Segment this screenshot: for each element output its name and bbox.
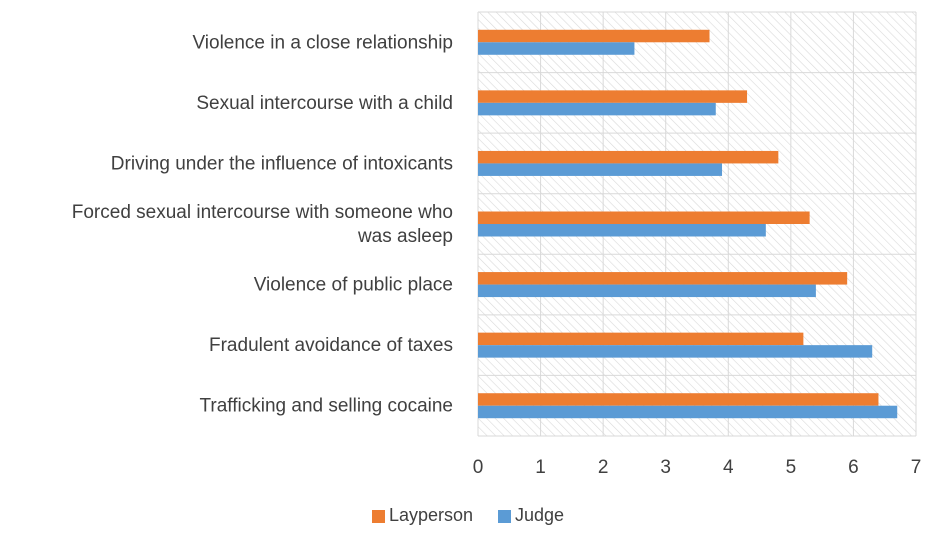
bar-layperson (478, 29, 710, 43)
bar-judge (478, 102, 716, 116)
legend-swatch-layperson (372, 510, 385, 523)
category-label: Violence in a close relationship (192, 32, 453, 53)
x-tick-label: 6 (848, 457, 859, 478)
x-tick-label: 3 (660, 457, 671, 478)
x-tick-label: 5 (786, 457, 797, 478)
x-tick-label: 0 (473, 457, 484, 478)
bar-layperson (478, 272, 848, 285)
category-label: Fradulent avoidance of taxes (209, 335, 453, 356)
bar-layperson (478, 211, 810, 224)
bar-layperson (478, 90, 748, 103)
bar-judge (478, 163, 723, 176)
legend-label-judge: Judge (515, 505, 564, 525)
legend-swatch-judge (498, 510, 511, 523)
bar-layperson (478, 332, 804, 346)
x-tick-label: 1 (535, 457, 546, 478)
bar-judge (478, 284, 816, 298)
bar-judge (478, 345, 873, 358)
legend-label-layperson: Layperson (389, 505, 473, 525)
category-label: was asleep (357, 226, 453, 247)
bar-layperson (478, 150, 779, 164)
x-tick-label: 7 (911, 457, 922, 478)
bar-judge (478, 42, 635, 55)
category-label: Driving under the influence of intoxican… (111, 153, 453, 174)
category-label: Violence of public place (254, 275, 453, 296)
bar-layperson (478, 393, 879, 406)
x-tick-label: 2 (598, 457, 609, 478)
bar-judge (478, 224, 766, 237)
category-label: Forced sexual intercourse with someone w… (72, 202, 453, 223)
bar-judge (478, 405, 898, 419)
x-tick-label: 4 (723, 457, 734, 478)
category-label: Trafficking and selling cocaine (200, 396, 453, 417)
category-label: Sexual intercourse with a child (196, 93, 453, 114)
